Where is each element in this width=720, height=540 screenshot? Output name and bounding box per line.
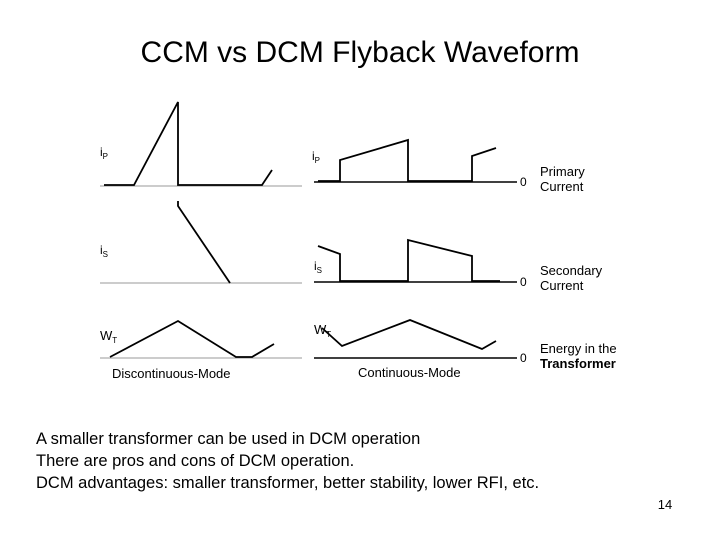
- waveform-figure: iP iS WT Discontinuous-Mode iP iS WT Con…: [100, 101, 617, 381]
- dcm-caption: Discontinuous-Mode: [112, 366, 231, 381]
- dcm-energy-waveform: [100, 319, 302, 359]
- slide-body-text: A smaller transformer can be used in DCM…: [36, 428, 539, 494]
- ccm-is-label: iS: [314, 259, 322, 275]
- dcm-ip-label: iP: [100, 145, 108, 161]
- zero-label-secondary: 0: [520, 275, 527, 289]
- ccm-energy-waveform: [314, 319, 517, 359]
- dcm-primary-current-waveform: [100, 101, 302, 187]
- energy-label-line2: Transformer: [540, 356, 616, 371]
- zero-label-energy: 0: [520, 351, 527, 365]
- dcm-is-label: iS: [100, 243, 108, 259]
- ccm-secondary-current-waveform: [314, 238, 517, 283]
- dcm-secondary-current-waveform: [100, 201, 302, 284]
- energy-label-line1: Energy in the: [540, 341, 617, 356]
- ccm-caption: Continuous-Mode: [358, 365, 461, 380]
- dcm-w-label: WT: [100, 328, 117, 345]
- primary-current-label-line2: Current: [540, 179, 584, 194]
- primary-current-label-line1: Primary: [540, 164, 585, 179]
- zero-label-primary: 0: [520, 175, 527, 189]
- slide-title: CCM vs DCM Flyback Waveform: [140, 36, 580, 69]
- ccm-w-label: WT: [314, 322, 331, 339]
- secondary-current-label-line2: Current: [540, 278, 584, 293]
- body-line-3: DCM advantages: smaller transformer, bet…: [36, 474, 540, 492]
- body-line-1: A smaller transformer can be used in DCM…: [36, 430, 421, 448]
- page-number: 14: [657, 497, 673, 512]
- secondary-current-label-line1: Secondary: [540, 263, 603, 278]
- ccm-primary-current-waveform: [314, 138, 517, 183]
- ccm-ip-label: iP: [312, 149, 320, 165]
- body-line-2: There are pros and cons of DCM operation…: [36, 452, 355, 470]
